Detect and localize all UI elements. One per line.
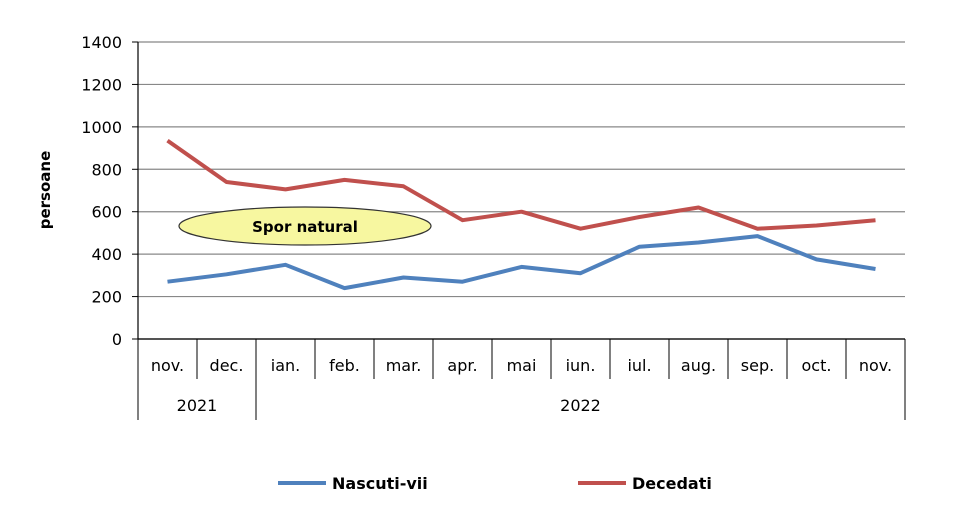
y-tick-label: 1200 (81, 75, 122, 94)
year-label: 2022 (560, 396, 601, 415)
x-tick-label: nov. (859, 356, 892, 375)
y-tick-label: 600 (91, 203, 122, 222)
legend-label: Nascuti-vii (332, 474, 428, 493)
x-tick-label: ian. (271, 356, 300, 375)
x-tick-label: oct. (802, 356, 832, 375)
x-tick-label: nov. (151, 356, 184, 375)
annotation-spor-natural: Spor natural (179, 207, 431, 245)
y-tick-label: 800 (91, 160, 122, 179)
x-tick-label: aug. (681, 356, 716, 375)
y-tick-label: 0 (112, 330, 122, 349)
y-tick-label: 200 (91, 288, 122, 307)
x-tick-label: iun. (566, 356, 596, 375)
annotation-text: Spor natural (252, 218, 358, 236)
year-label: 2021 (177, 396, 218, 415)
x-tick-label: sep. (741, 356, 774, 375)
x-tick-label: apr. (447, 356, 477, 375)
legend-label: Decedati (632, 474, 712, 493)
x-tick-label: feb. (329, 356, 360, 375)
x-tick-label: iul. (627, 356, 651, 375)
x-tick-label: mar. (386, 356, 422, 375)
y-tick-label: 1400 (81, 33, 122, 52)
x-tick-label: dec. (210, 356, 244, 375)
y-tick-label: 400 (91, 245, 122, 264)
x-tick-label: mai (507, 356, 537, 375)
y-axis-label: persoane (36, 151, 54, 230)
y-tick-label: 1000 (81, 118, 122, 137)
